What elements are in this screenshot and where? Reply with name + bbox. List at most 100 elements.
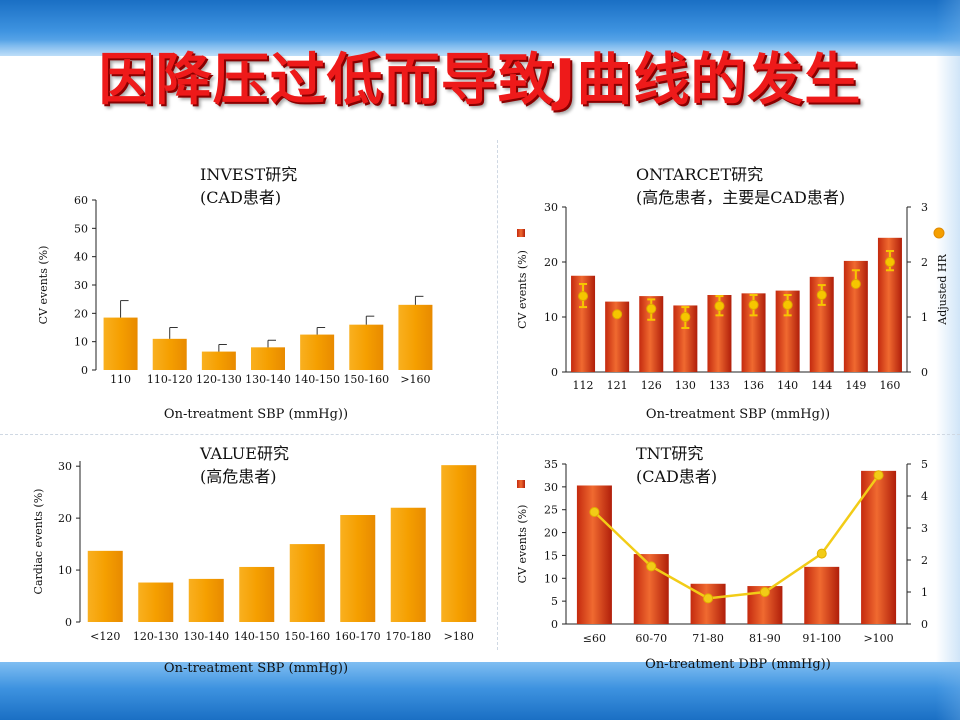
ontarcet-y2-tick-label: 0 (921, 366, 928, 379)
value-bar-3 (239, 567, 274, 622)
ontarcet-y-tick-label: 0 (551, 366, 558, 379)
tnt-y-axis-label: CV events (%) (516, 505, 529, 584)
tnt-title-line-1: (CAD患者) (636, 467, 717, 486)
invest-bar-2 (202, 352, 236, 370)
ontarcet-y-tick-label: 20 (544, 256, 558, 269)
invest-x-tick-label-1: 110-120 (147, 373, 193, 386)
value-bar-2 (189, 579, 224, 622)
value-x-tick-label-3: 140-150 (234, 630, 280, 643)
tnt-y2-tick-label: 5 (921, 458, 928, 471)
tnt-y2-tick-label: 0 (921, 618, 928, 631)
value-x-tick-label-6: 170-180 (385, 630, 431, 643)
ontarcet-y2-tick-label: 1 (921, 311, 928, 324)
invest-x-axis-label: On-treatment SBP (mmHg)) (164, 407, 348, 422)
tnt-bar-0 (577, 485, 612, 624)
ontarcet-title-line-1: (高危患者，主要是CAD患者) (636, 188, 845, 207)
ontarcet-hr-point-6 (783, 300, 792, 309)
invest-title-line-0: INVEST研究 (200, 165, 297, 184)
tnt-y-tick-label: 20 (544, 527, 558, 540)
ontarcet-legend-hr-swatch (934, 228, 944, 238)
tnt-legend-bar-swatch (517, 480, 525, 488)
invest-x-tick-label-6: >160 (400, 373, 430, 386)
tnt-y-tick-label: 25 (544, 504, 558, 517)
tnt-hr-point-2 (704, 594, 713, 603)
tnt-title-line-0: TNT研究 (636, 444, 703, 463)
value-y-axis-label: Cardiac events (%) (32, 489, 45, 595)
tnt-bar-4 (804, 567, 839, 624)
tnt-hr-point-3 (760, 588, 769, 597)
invest-bar-0 (104, 318, 138, 370)
ontarcet-x-tick-label-3: 130 (675, 379, 696, 392)
invest-title-line-1: (CAD患者) (200, 188, 281, 207)
ontarcet-x-tick-label-9: 160 (879, 379, 900, 392)
ontarcet-y-tick-label: 30 (544, 201, 558, 214)
value-x-axis-label: On-treatment SBP (mmHg)) (164, 661, 348, 676)
tnt-y2-tick-label: 3 (921, 522, 928, 535)
invest-x-tick-label-4: 140-150 (294, 373, 340, 386)
tnt-y-tick-label: 35 (544, 458, 558, 471)
ontarcet-x-tick-label-1: 121 (607, 379, 628, 392)
ontarcet-x-tick-label-6: 140 (777, 379, 798, 392)
invest-x-tick-label-3: 130-140 (245, 373, 291, 386)
ontarcet-legend-bar-swatch (517, 229, 525, 237)
tnt-hr-point-1 (647, 562, 656, 571)
invest-y-tick-label: 30 (74, 279, 88, 292)
invest-bar-3 (251, 347, 285, 370)
ontarcet-y-axis-label: CV events (%) (516, 250, 529, 329)
ontarcet-hr-point-2 (647, 304, 656, 313)
value-bar-7 (441, 465, 476, 622)
value-x-tick-label-7: >180 (444, 630, 474, 643)
ontarcet-hr-point-7 (817, 291, 826, 300)
ontarcet-y2-axis-label: Adjusted HR (936, 254, 949, 326)
tnt-y2-tick-label: 4 (921, 490, 928, 503)
value-bar-1 (138, 583, 173, 622)
ontarcet-y-tick-label: 10 (544, 311, 558, 324)
ontarcet-y2-tick-label: 3 (921, 201, 928, 214)
tnt-x-tick-label-4: 91-100 (802, 632, 841, 645)
tnt-y-tick-label: 5 (551, 595, 558, 608)
tnt-x-tick-label-3: 81-90 (749, 632, 781, 645)
invest-y-tick-label: 10 (74, 336, 88, 349)
ontarcet-x-axis-label: On-treatment SBP (mmHg)) (646, 407, 830, 422)
invest-bar-5 (349, 325, 383, 370)
value-bar-6 (391, 508, 426, 622)
ontarcet-x-tick-label-7: 144 (811, 379, 832, 392)
value-x-tick-label-4: 150-160 (284, 630, 330, 643)
value-title-line-0: VALUE研究 (199, 444, 289, 463)
invest-y-tick-label: 20 (74, 307, 88, 320)
tnt-y-tick-label: 30 (544, 481, 558, 494)
tnt-x-tick-label-1: 60-70 (635, 632, 667, 645)
slide: 因降压过低而导致J曲线的发生 INVEST研究(CAD患者)0102030405… (0, 0, 960, 720)
tnt-y-tick-label: 15 (544, 549, 558, 562)
tnt-x-tick-label-2: 71-80 (692, 632, 724, 645)
tnt-x-tick-label-0: ≤60 (583, 632, 606, 645)
tnt-y-tick-label: 0 (551, 618, 558, 631)
ontarcet-hr-point-8 (851, 280, 860, 289)
tnt-y-tick-label: 10 (544, 572, 558, 585)
invest-x-tick-label-2: 120-130 (196, 373, 242, 386)
tnt-x-axis-label: On-treatment DBP (mmHg)) (645, 657, 831, 672)
ontarcet-hr-point-0 (579, 292, 588, 301)
value-bar-5 (340, 515, 375, 622)
value-bar-0 (88, 551, 123, 622)
tnt-y2-tick-label: 1 (921, 586, 928, 599)
invest-x-tick-label-0: 110 (110, 373, 131, 386)
value-x-tick-label-1: 120-130 (133, 630, 179, 643)
ontarcet-x-tick-label-8: 149 (845, 379, 866, 392)
ontarcet-hr-point-1 (613, 310, 622, 319)
tnt-y2-tick-label: 2 (921, 554, 928, 567)
ontarcet-hr-point-4 (715, 302, 724, 311)
tnt-hr-point-0 (590, 508, 599, 517)
ontarcet-y2-tick-label: 2 (921, 256, 928, 269)
ontarcet-x-tick-label-5: 136 (743, 379, 764, 392)
ontarcet-hr-point-9 (885, 258, 894, 267)
tnt-bar-2 (691, 584, 726, 624)
invest-y-axis-label: CV events (%) (37, 246, 50, 325)
invest-x-tick-label-5: 150-160 (343, 373, 389, 386)
value-title-line-1: (高危患者) (200, 467, 277, 486)
ontarcet-x-tick-label-0: 112 (573, 379, 594, 392)
invest-y-tick-label: 40 (74, 251, 88, 264)
invest-y-tick-label: 50 (74, 222, 88, 235)
value-y-tick-label: 20 (58, 512, 72, 525)
invest-y-tick-label: 60 (74, 194, 88, 207)
